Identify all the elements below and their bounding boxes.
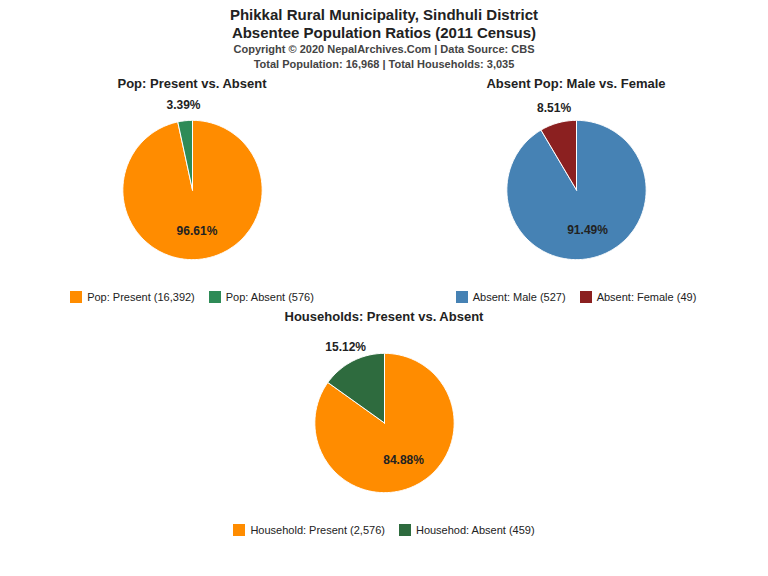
- html-text:Absent: Male (527): Absent: Male (527): [472, 291, 566, 303]
- html-text:Househod: Absent (459): Househod: Absent (459): [415, 524, 535, 536]
- html-text:Household: Present (2,576): Household: Present (2,576): [250, 524, 385, 536]
- html-text:Pop: Present vs. Absent: Pop: Present vs. Absent: [117, 76, 267, 91]
- html-text:Absent Pop: Male vs. Female: Absent Pop: Male vs. Female: [486, 76, 666, 91]
- svg-text:3.39%: 3.39%: [166, 98, 200, 112]
- html-text:Copyright © 2020 NepalArchives: Copyright © 2020 NepalArchives.Com | Dat…: [233, 43, 535, 55]
- html-text:Pop: Present (16,392): Pop: Present (16,392): [87, 291, 195, 303]
- svg-text:8.51%: 8.51%: [537, 101, 571, 115]
- svg-text:84.88%: 84.88%: [383, 453, 424, 467]
- svg-text:15.12%: 15.12%: [325, 340, 366, 354]
- html-text:Households: Present vs. Absent: Households: Present vs. Absent: [284, 309, 484, 324]
- html-text:Absentee Population Ratios (20: Absentee Population Ratios (2011 Census): [231, 24, 537, 41]
- html-text:Total Population: 16,968 | Tot: Total Population: 16,968 | Total Househo…: [253, 58, 515, 70]
- html-text:Pop: Absent (576): Pop: Absent (576): [225, 291, 314, 303]
- svg-text:96.61%: 96.61%: [177, 224, 218, 238]
- html-text:Absent: Female (49): Absent: Female (49): [596, 291, 697, 303]
- html-text:Phikkal Rural Municipality, Si: Phikkal Rural Municipality, Sindhuli Dis…: [229, 6, 538, 23]
- svg-text:91.49%: 91.49%: [567, 223, 608, 237]
